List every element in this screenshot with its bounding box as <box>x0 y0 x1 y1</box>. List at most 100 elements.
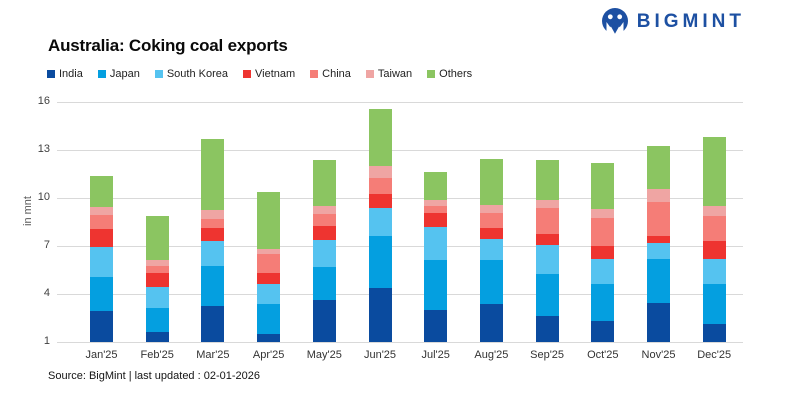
bar-segment-Aug25-japan[interactable] <box>479 259 503 305</box>
legend-label: Japan <box>109 68 140 80</box>
bar-segment-Jan25-south-korea[interactable] <box>90 246 113 278</box>
legend-item-taiwan[interactable]: Taiwan <box>365 68 413 80</box>
bar-segment-Apr25-south-korea[interactable] <box>257 284 281 304</box>
bar-segment-Aug25-taiwan[interactable] <box>479 205 503 214</box>
bar-segment-Mar25-others[interactable] <box>201 138 225 210</box>
bar-segment-Dec25-japan[interactable] <box>702 283 726 325</box>
bar-segment-Dec25-vietnam[interactable] <box>702 241 726 259</box>
legend-label: Vietnam <box>255 68 296 80</box>
bar-segment-Jan25-china[interactable] <box>90 214 113 230</box>
bar-segment-Jan25-japan[interactable] <box>90 277 113 311</box>
bar-segment-Jul25-taiwan[interactable] <box>424 199 448 206</box>
bar-segment-Aug25-vietnam[interactable] <box>479 228 503 239</box>
bar-segment-Jul25-vietnam[interactable] <box>424 213 448 227</box>
bar-segment-Jun25-taiwan[interactable] <box>368 166 392 178</box>
bar-segment-Jul25-japan[interactable] <box>424 260 448 310</box>
bar-segment-Mar25-vietnam[interactable] <box>201 228 225 242</box>
bar-segment-Mar25-india[interactable] <box>201 306 225 342</box>
bar-segment-Feb25-taiwan[interactable] <box>145 259 169 266</box>
bar-segment-Jun25-india[interactable] <box>368 287 392 342</box>
bar-segment-May25-japan[interactable] <box>312 266 336 301</box>
bar-segment-Nov25-others[interactable] <box>647 146 670 190</box>
bar-segment-Aug25-india[interactable] <box>479 304 503 342</box>
bar-segment-Feb25-others[interactable] <box>145 215 169 260</box>
x-tick-Sep25: Sep'25 <box>530 349 565 361</box>
bar-segment-Oct25-japan[interactable] <box>591 283 615 322</box>
bar-segment-Jan25-vietnam[interactable] <box>90 229 113 247</box>
legend-item-others[interactable]: Others <box>427 68 472 80</box>
bar-segment-Dec25-others[interactable] <box>702 137 726 206</box>
bar-segment-Apr25-china[interactable] <box>257 254 281 274</box>
bar-segment-Sep25-taiwan[interactable] <box>535 199 559 209</box>
legend-label: South Korea <box>166 68 228 80</box>
bar-segment-Feb25-japan[interactable] <box>145 307 169 333</box>
legend-item-japan[interactable]: Japan <box>97 68 140 80</box>
bar-segment-Jun25-china[interactable] <box>368 178 392 194</box>
bar-segment-Jun25-japan[interactable] <box>368 235 392 288</box>
bar-segment-Mar25-taiwan[interactable] <box>201 210 225 219</box>
bar-segment-Nov25-india[interactable] <box>647 302 670 342</box>
bar-segment-Aug25-china[interactable] <box>479 213 503 229</box>
bar-segment-Mar25-south-korea[interactable] <box>201 241 225 266</box>
legend-item-south-korea[interactable]: South Korea <box>154 68 228 80</box>
bar-segment-May25-south-korea[interactable] <box>312 240 336 267</box>
bar-segment-Jan25-others[interactable] <box>90 175 113 207</box>
bar-segment-Sep25-japan[interactable] <box>535 274 559 316</box>
bar-segment-Oct25-china[interactable] <box>591 218 615 246</box>
legend-item-india[interactable]: India <box>47 68 83 80</box>
bar-segment-Apr25-taiwan[interactable] <box>257 249 281 254</box>
bar-segment-Dec25-china[interactable] <box>702 215 726 242</box>
bar-segment-Jun25-vietnam[interactable] <box>368 194 392 209</box>
bar-segment-Feb25-china[interactable] <box>145 266 169 274</box>
y-tick-4: 4 <box>43 287 50 299</box>
bar-segment-Nov25-china[interactable] <box>647 202 670 237</box>
bar-segment-Sep25-south-korea[interactable] <box>535 245 559 274</box>
bar-segment-Jan25-taiwan[interactable] <box>90 206 113 215</box>
bar-segment-Jul25-india[interactable] <box>424 310 448 342</box>
bar-segment-Mar25-japan[interactable] <box>201 266 225 306</box>
bar-segment-Feb25-vietnam[interactable] <box>145 273 169 287</box>
bar-segment-Dec25-india[interactable] <box>702 324 726 342</box>
bar-segment-Oct25-taiwan[interactable] <box>591 209 615 218</box>
bar-segment-Apr25-india[interactable] <box>257 334 281 342</box>
bar-segment-May25-vietnam[interactable] <box>312 226 336 241</box>
bar-segment-Nov25-taiwan[interactable] <box>647 189 670 202</box>
bar-segment-Mar25-china[interactable] <box>201 218 225 229</box>
bar-segment-May25-india[interactable] <box>312 300 336 342</box>
legend-label: Taiwan <box>377 68 413 80</box>
bar-segment-Oct25-vietnam[interactable] <box>591 246 615 259</box>
bar-segment-Sep25-others[interactable] <box>535 159 559 200</box>
legend-swatch <box>97 70 106 78</box>
bar-segment-Sep25-india[interactable] <box>535 315 559 342</box>
bar-segment-Nov25-south-korea[interactable] <box>647 242 670 259</box>
bar-segment-Oct25-south-korea[interactable] <box>591 258 615 284</box>
bar-segment-Nov25-vietnam[interactable] <box>647 236 670 243</box>
bar-segment-May25-china[interactable] <box>312 214 336 226</box>
bar-segment-Feb25-india[interactable] <box>145 332 169 342</box>
bar-segment-Aug25-others[interactable] <box>479 158 503 206</box>
bar-segment-Dec25-south-korea[interactable] <box>702 258 726 284</box>
bar-segment-Aug25-south-korea[interactable] <box>479 238 503 260</box>
bar-segment-Jan25-india[interactable] <box>90 310 113 342</box>
bar-segment-Oct25-india[interactable] <box>591 321 615 342</box>
y-tick-1: 1 <box>43 335 50 347</box>
bar-segment-Jun25-south-korea[interactable] <box>368 208 392 236</box>
bar-segment-Sep25-vietnam[interactable] <box>535 234 559 246</box>
bar-segment-Apr25-japan[interactable] <box>257 303 281 334</box>
bar-segment-Oct25-others[interactable] <box>591 162 615 210</box>
bar-segment-Jun25-others[interactable] <box>368 109 392 166</box>
bar-segment-Jul25-china[interactable] <box>424 206 448 214</box>
legend-item-vietnam[interactable]: Vietnam <box>243 68 295 80</box>
bar-segment-Nov25-japan[interactable] <box>647 258 670 303</box>
legend-item-china[interactable]: China <box>310 68 351 80</box>
bar-segment-Feb25-south-korea[interactable] <box>145 286 169 308</box>
bar-segment-Jul25-south-korea[interactable] <box>424 226 448 261</box>
bar-segment-Dec25-taiwan[interactable] <box>702 206 726 216</box>
bar-segment-May25-taiwan[interactable] <box>312 206 336 214</box>
bar-segment-Apr25-others[interactable] <box>257 192 281 250</box>
bar-segment-May25-others[interactable] <box>312 160 336 206</box>
bar-segment-Sep25-china[interactable] <box>535 208 559 234</box>
legend-swatch <box>310 70 319 78</box>
bar-segment-Apr25-vietnam[interactable] <box>257 273 281 285</box>
bar-segment-Jul25-others[interactable] <box>424 172 448 200</box>
